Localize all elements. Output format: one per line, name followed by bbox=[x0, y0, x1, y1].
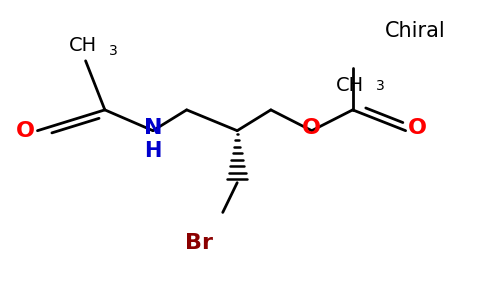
Text: CH: CH bbox=[336, 76, 364, 95]
Text: O: O bbox=[16, 121, 35, 141]
Text: 3: 3 bbox=[376, 79, 385, 93]
Text: 3: 3 bbox=[109, 44, 118, 58]
Text: H: H bbox=[144, 142, 162, 161]
Text: O: O bbox=[408, 118, 427, 138]
Text: N: N bbox=[144, 118, 162, 138]
Text: CH: CH bbox=[69, 36, 97, 55]
Text: Chiral: Chiral bbox=[385, 21, 446, 41]
Text: O: O bbox=[302, 118, 321, 138]
Text: Br: Br bbox=[185, 233, 212, 253]
